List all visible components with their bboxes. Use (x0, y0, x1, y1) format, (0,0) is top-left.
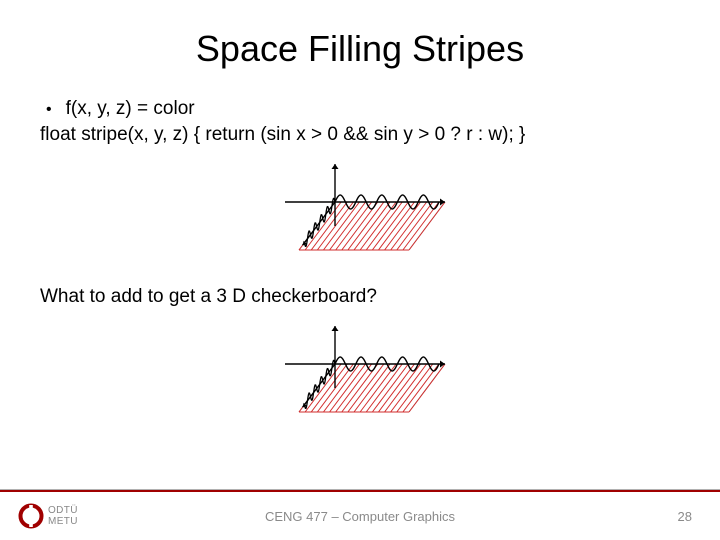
diagram-2-wrap (40, 318, 680, 430)
bullet-marker: • (46, 101, 52, 119)
footer: ODTÜ METU CENG 477 – Computer Graphics 2… (0, 492, 720, 540)
stripe-diagram-2 (265, 318, 455, 430)
question-text: What to add to get a 3 D checkerboard? (40, 286, 680, 308)
slide-title: Space Filling Stripes (40, 28, 680, 70)
code-line: float stripe(x, y, z) { return (sin x > … (40, 124, 680, 146)
bullet-item-1: • f(x, y, z) = color (40, 98, 680, 120)
footer-center: CENG 477 – Computer Graphics (0, 509, 720, 524)
stripe-diagram-1 (265, 156, 455, 268)
diagram-1-wrap (40, 156, 680, 268)
slide-root: Space Filling Stripes • f(x, y, z) = col… (0, 0, 720, 540)
bullet-text-1: f(x, y, z) = color (66, 98, 195, 120)
